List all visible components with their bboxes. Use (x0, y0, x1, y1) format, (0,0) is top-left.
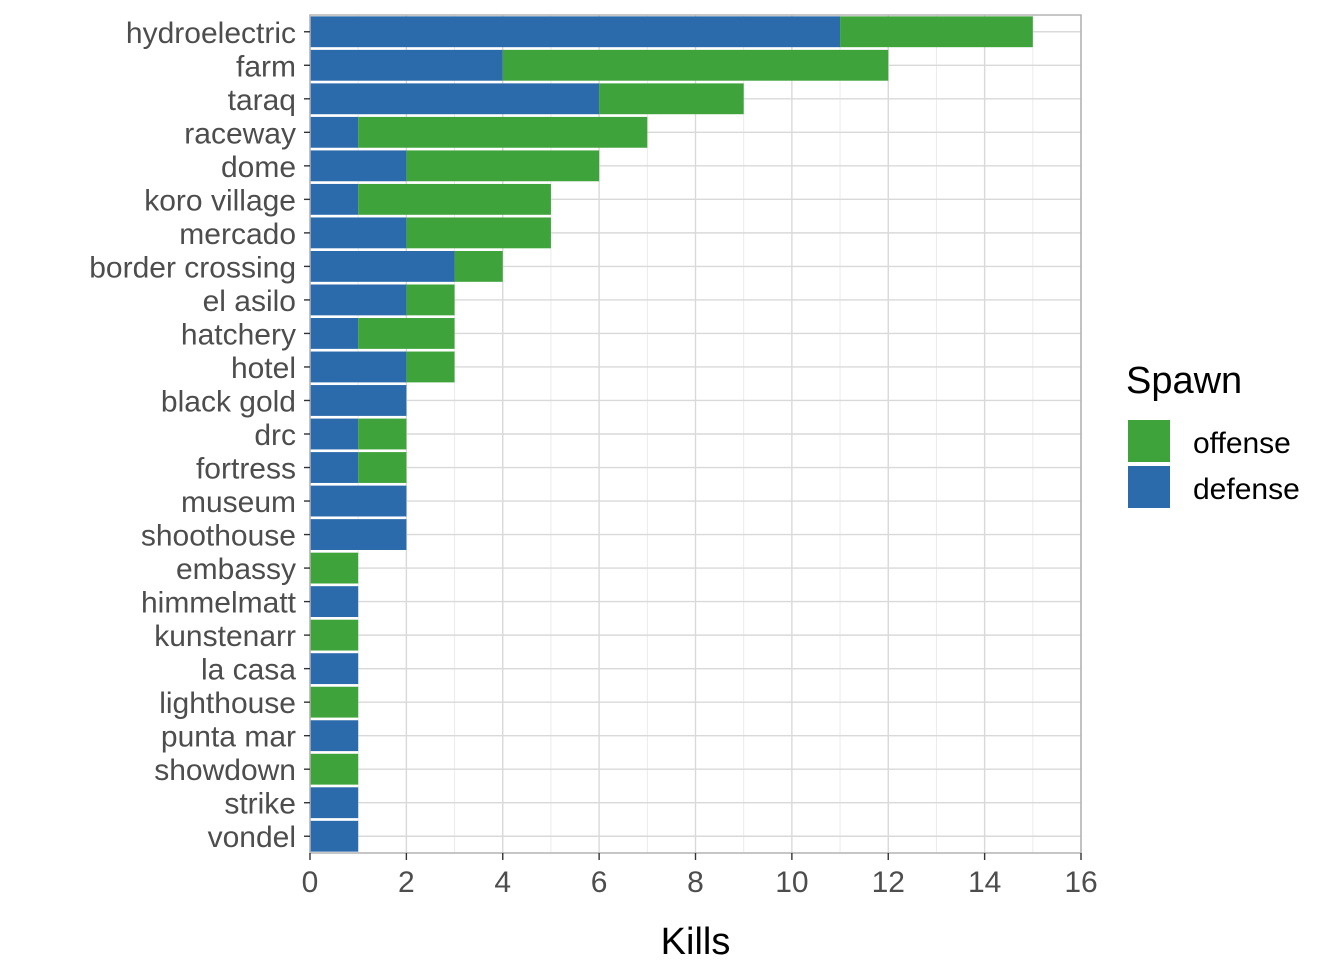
bar-defense (310, 284, 407, 316)
legend-label-defense: defense (1193, 473, 1300, 506)
bar-offense (358, 418, 407, 450)
bar-offense (310, 552, 359, 584)
y-tick-label: himmelmatt (141, 587, 297, 620)
y-tick-label: hotel (231, 352, 296, 385)
x-tick-label: 16 (1064, 866, 1097, 899)
bar-offense (358, 183, 551, 215)
bar-defense (310, 787, 359, 819)
y-tick-label: drc (254, 419, 296, 452)
bar-offense (358, 318, 455, 349)
y-tick-label: embassy (176, 553, 296, 586)
bar-offense (599, 83, 744, 115)
y-tick-label: hatchery (181, 318, 296, 351)
y-tick-label: mercado (179, 218, 296, 251)
y-tick-label: lighthouse (159, 687, 296, 720)
y-tick-label: farm (236, 50, 296, 83)
x-tick-label: 8 (687, 866, 704, 899)
bar-defense (310, 485, 407, 517)
bar-offense (406, 217, 551, 249)
bars (310, 16, 1033, 852)
bar-defense (310, 519, 407, 550)
bar-offense (406, 351, 455, 383)
x-tick-label: 4 (494, 866, 511, 899)
bar-defense (310, 318, 359, 349)
y-tick-label: la casa (201, 654, 296, 687)
bar-defense (310, 217, 407, 249)
legend-label-offense: offense (1193, 427, 1291, 460)
x-tick-label: 2 (398, 866, 415, 899)
bar-offense (310, 686, 359, 718)
legend-swatch-offense (1128, 420, 1170, 462)
x-tick-label: 6 (591, 866, 608, 899)
bar-offense (310, 619, 359, 651)
y-tick-label: taraq (228, 84, 296, 117)
bar-defense (310, 83, 600, 115)
bar-defense (310, 452, 359, 483)
y-tick-label: fortress (196, 453, 296, 486)
bar-defense (310, 49, 503, 81)
x-tick-label: 0 (302, 866, 319, 899)
y-tick-label: raceway (184, 117, 296, 150)
y-tick-label: strike (224, 788, 296, 821)
y-tick-label: kunstenarr (154, 620, 296, 653)
legend-swatch-defense (1128, 466, 1170, 508)
bar-defense (310, 820, 359, 852)
bar-defense (310, 150, 407, 182)
bar-defense (310, 183, 359, 215)
y-tick-label: dome (221, 151, 296, 184)
bar-defense (310, 116, 359, 148)
y-tick-label: el asilo (203, 285, 296, 318)
x-tick-label: 14 (968, 866, 1001, 899)
bar-offense (406, 284, 455, 316)
y-tick-label: museum (181, 486, 296, 519)
y-tick-label: showdown (154, 754, 296, 787)
y-tick-label: hydroelectric (126, 17, 296, 50)
x-axis-title: Kills (661, 921, 731, 960)
y-tick-label: vondel (208, 821, 296, 854)
bar-defense (310, 385, 407, 416)
bar-offense (406, 150, 600, 182)
x-axis-ticks: 0 2 4 6 8 10 12 14 16 (302, 853, 1098, 899)
x-tick-label: 10 (775, 866, 808, 899)
bar-offense (310, 753, 359, 785)
bar-defense (310, 351, 407, 383)
bar-defense (310, 418, 359, 450)
bar-offense (502, 49, 889, 81)
bar-offense (358, 452, 407, 483)
bar-defense (310, 586, 359, 618)
legend-title: Spawn (1126, 360, 1242, 402)
bar-offense (840, 16, 1033, 48)
y-tick-label: koro village (144, 184, 296, 217)
bar-defense (310, 250, 455, 282)
bar-defense (310, 653, 359, 685)
y-tick-label: border crossing (89, 251, 296, 284)
bar-offense (358, 116, 648, 148)
bar-offense (454, 250, 503, 282)
y-tick-label: punta mar (161, 721, 296, 754)
legend: Spawn offense defense (1126, 360, 1300, 508)
y-tick-label: shoothouse (141, 520, 296, 553)
bar-defense (310, 720, 359, 752)
x-tick-label: 12 (872, 866, 905, 899)
y-tick-label: black gold (161, 385, 296, 418)
bar-defense (310, 16, 841, 48)
